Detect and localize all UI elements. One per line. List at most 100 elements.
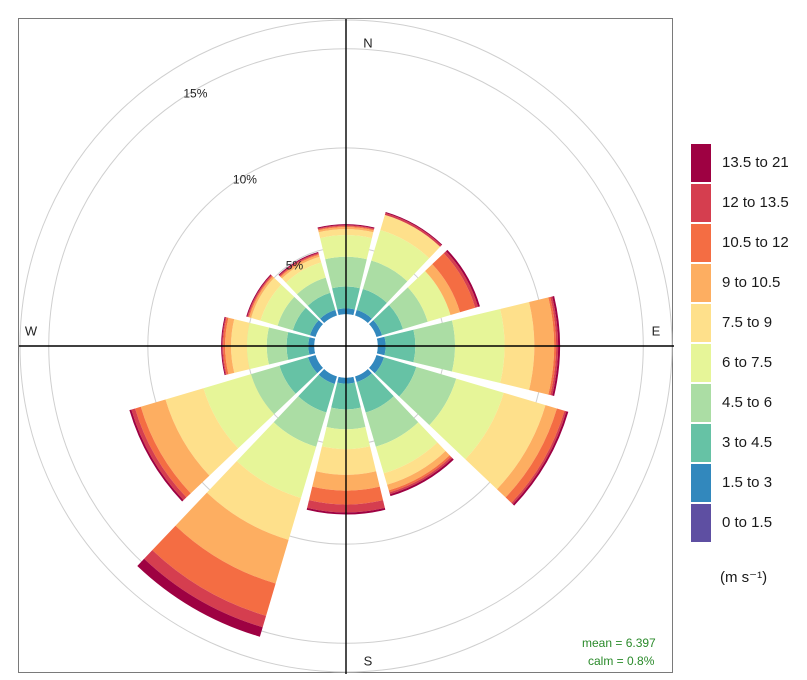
legend-label-9: 13.5 to 21	[722, 154, 789, 171]
wedge-300deg-bin-6	[249, 276, 275, 318]
wedge-30deg-bin-2	[356, 288, 387, 319]
wind-wedges	[129, 212, 569, 637]
wedge-60deg-bin-6	[425, 264, 461, 316]
wedge-150deg-bin-1	[355, 369, 372, 383]
wedge-120deg-bin-5	[465, 392, 546, 490]
wedge-240deg-bin-1	[308, 355, 323, 374]
legend-label-6: 9 to 10.5	[722, 274, 781, 291]
legend-swatch-6	[690, 263, 712, 303]
wedge-330deg-bin-3	[296, 277, 331, 306]
wedge-60deg-bin-7	[432, 253, 476, 313]
wedge-330deg-bin-5	[281, 256, 322, 283]
wedge-0deg-bin-9	[317, 224, 375, 229]
wedge-120deg-bin-7	[505, 408, 565, 503]
wedge-60deg-bin-4	[407, 270, 451, 322]
legend-swatch-3	[690, 383, 712, 423]
wedge-330deg-bin-1	[320, 309, 337, 323]
legend-label-4: 6 to 7.5	[722, 354, 773, 371]
wedge-270deg-bin-8	[222, 317, 227, 375]
wedge-30deg-bin-5	[380, 214, 441, 259]
wedge-150deg-bin-9	[389, 458, 454, 497]
legend-label-5: 7.5 to 9	[722, 314, 773, 331]
wedge-240deg-bin-3	[250, 365, 296, 415]
wedge-30deg-bin-1	[355, 309, 372, 323]
wedge-330deg-bin-4	[285, 262, 326, 295]
wedge-120deg-bin-4	[429, 378, 504, 460]
legend-swatch-0	[690, 503, 712, 543]
wedge-210deg-bin-8	[144, 550, 267, 628]
radial-tick-label-1: 5%	[286, 258, 304, 272]
wedge-240deg-bin-6	[140, 399, 210, 494]
wedge-120deg-bin-3	[399, 366, 457, 426]
radial-tick-label-2: 10%	[233, 173, 257, 187]
wedge-300deg-bin-4	[260, 284, 295, 326]
legend-label-0: 0 to 1.5	[722, 514, 773, 531]
wedge-300deg-bin-5	[250, 277, 282, 321]
calm-label: calm = 0.8%	[588, 654, 655, 668]
compass-label-w: W	[25, 323, 38, 338]
legend-label-3: 4.5 to 6	[722, 394, 773, 411]
legend-swatch-2	[690, 423, 712, 463]
wedge-210deg-bin-2	[298, 374, 335, 413]
wedge-0deg-bin-8	[317, 225, 375, 230]
wedge-150deg-bin-6	[387, 450, 450, 491]
wedge-150deg-bin-2	[356, 373, 394, 413]
legend-swatch-4	[690, 343, 712, 383]
wedge-90deg-bin-8	[550, 296, 559, 396]
compass-label-n: N	[363, 35, 372, 50]
legend-swatch-5	[690, 303, 712, 343]
wedge-0deg-bin-7	[318, 226, 374, 231]
wedge-150deg-bin-7	[388, 455, 452, 493]
wedge-210deg-bin-3	[273, 396, 327, 447]
wedge-150deg-bin-4	[375, 422, 438, 474]
wedge-60deg-bin-8	[443, 251, 479, 308]
legend-swatch-8	[690, 183, 712, 223]
compass-label-s: S	[364, 653, 373, 668]
legend-label-8: 12 to 13.5	[722, 194, 789, 211]
wedge-300deg-bin-1	[309, 320, 323, 337]
wedge-120deg-bin-6	[496, 405, 557, 498]
wedge-330deg-bin-2	[307, 292, 336, 319]
wedge-210deg-bin-9	[137, 558, 263, 637]
legend-swatch-7	[690, 223, 712, 263]
wedge-210deg-bin-4	[236, 422, 317, 499]
axis-labels: N E S W 5% 10% 15%	[25, 35, 661, 668]
radial-tick-label-3: 15%	[183, 87, 207, 101]
wedge-90deg-bin-7	[548, 296, 557, 396]
legend-label-7: 10.5 to 12	[722, 234, 789, 251]
wedge-150deg-bin-8	[389, 456, 453, 495]
wedge-60deg-bin-1	[369, 320, 383, 337]
mean-label: mean = 6.397	[582, 636, 656, 650]
wedge-240deg-bin-2	[279, 357, 318, 394]
wedge-120deg-bin-2	[374, 357, 417, 397]
wedge-210deg-bin-6	[175, 492, 289, 584]
wedge-300deg-bin-2	[292, 307, 319, 336]
wedge-210deg-bin-5	[206, 461, 301, 540]
wedge-120deg-bin-1	[369, 355, 384, 374]
wind-rose-svg: N E S W 5% 10% 15%	[19, 19, 674, 674]
wedge-60deg-bin-3	[389, 287, 428, 330]
wedge-240deg-bin-4	[203, 374, 275, 449]
wedge-210deg-bin-1	[318, 369, 337, 384]
wedge-270deg-bin-7	[223, 317, 229, 375]
wedge-210deg-bin-7	[152, 525, 276, 616]
axis-lines	[19, 19, 674, 674]
wedge-30deg-bin-3	[362, 260, 408, 303]
wedge-330deg-bin-6	[280, 254, 320, 279]
wedge-0deg-bin-6	[318, 227, 374, 233]
legend-swatch-9	[690, 143, 712, 183]
wedge-240deg-bin-5	[165, 388, 239, 476]
legend-swatch-1	[690, 463, 712, 503]
wedge-240deg-bin-7	[135, 406, 191, 498]
wedge-300deg-bin-3	[277, 296, 306, 331]
legend-label-1: 1.5 to 3	[722, 474, 773, 491]
wedge-60deg-bin-2	[373, 305, 404, 336]
wedge-150deg-bin-5	[383, 442, 446, 485]
wedge-240deg-bin-8	[131, 408, 187, 501]
legend-unit-label: (m s⁻¹)	[720, 569, 768, 586]
plot-area: N E S W 5% 10% 15%	[18, 18, 674, 674]
wedge-270deg-bin-9	[221, 316, 226, 376]
wedge-30deg-bin-8	[384, 212, 442, 247]
wedge-90deg-bin-9	[552, 296, 561, 396]
wedge-180deg-bin-9	[306, 507, 386, 515]
